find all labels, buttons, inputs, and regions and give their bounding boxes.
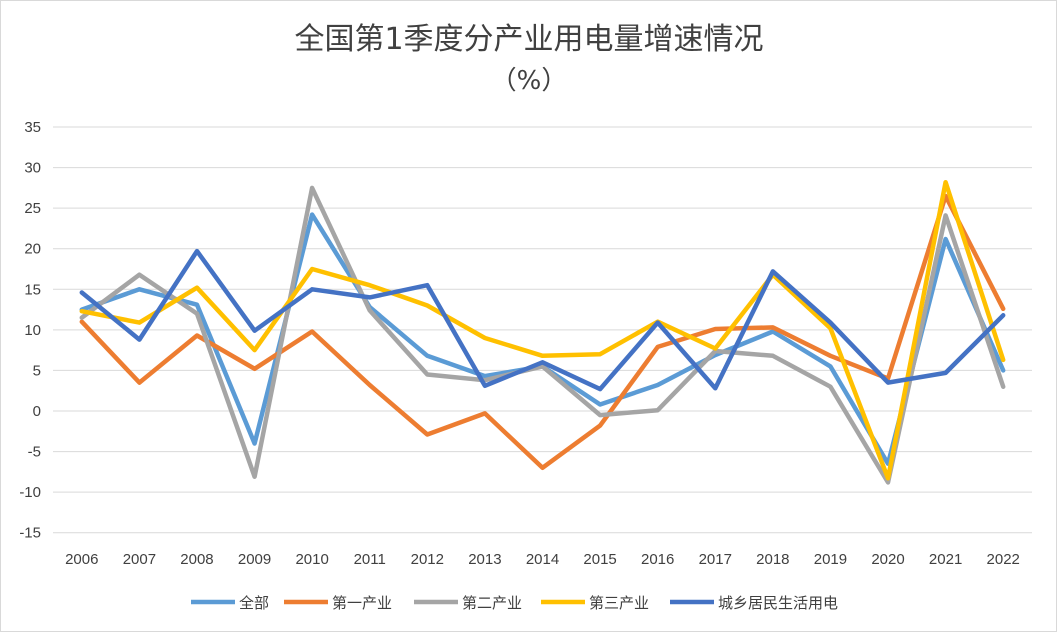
x-tick-label: 2012 [411, 551, 444, 568]
x-tick-label: 2009 [238, 551, 271, 568]
chart-title: 全国第1季度分产业用电量增速情况 [294, 22, 763, 57]
x-tick-label: 2010 [295, 551, 328, 568]
y-tick-label: 35 [24, 119, 41, 136]
x-tick-label: 2011 [354, 551, 386, 568]
x-tick-label: 2016 [641, 551, 674, 568]
x-tick-label: 2019 [814, 551, 847, 568]
y-tick-label: -10 [19, 484, 41, 501]
y-tick-label: 30 [24, 160, 41, 177]
x-tick-label: 2013 [468, 551, 501, 568]
legend-label: 城乡居民生活用电 [718, 594, 838, 612]
x-tick-label: 2006 [65, 551, 98, 568]
legend-label: 第二产业 [462, 594, 522, 612]
x-tick-label: 2007 [123, 551, 156, 568]
x-tick-label: 2015 [583, 551, 616, 568]
legend-label: 第三产业 [589, 594, 649, 612]
y-tick-label: 10 [24, 322, 41, 339]
x-tick-label: 2008 [180, 551, 213, 568]
series-line-3 [82, 188, 1003, 483]
legend: 全部 第一产业 第二产业 第三产业 城乡居民生活用电 [191, 594, 838, 612]
y-tick-label: -15 [19, 525, 41, 542]
x-tick-label: 2018 [756, 551, 789, 568]
chart-subtitle: （%） [491, 66, 568, 96]
y-axis-ticks: 35 30 25 20 15 10 5 0 -5 -10 -15 [19, 119, 41, 542]
y-tick-label: 0 [33, 403, 41, 420]
x-tick-label: 2020 [871, 551, 904, 568]
y-tick-label: 20 [24, 241, 41, 258]
x-axis-ticks: 2006 2007 2008 2009 2010 2011 2012 2013 2014 2015… [65, 551, 1020, 568]
x-tick-label: 2021 [929, 551, 962, 568]
x-tick-label: 2014 [526, 551, 559, 568]
y-tick-label: 25 [24, 200, 41, 217]
series-lines [82, 182, 1004, 482]
series-line-1 [82, 215, 1003, 464]
y-tick-label: 5 [33, 362, 41, 379]
y-tick-label: 15 [24, 281, 41, 298]
x-tick-label: 2022 [987, 551, 1020, 568]
x-tick-label: 2017 [699, 551, 732, 568]
y-tick-label: -5 [28, 444, 41, 461]
legend-label: 第一产业 [332, 594, 392, 612]
legend-label: 全部 [239, 594, 269, 612]
